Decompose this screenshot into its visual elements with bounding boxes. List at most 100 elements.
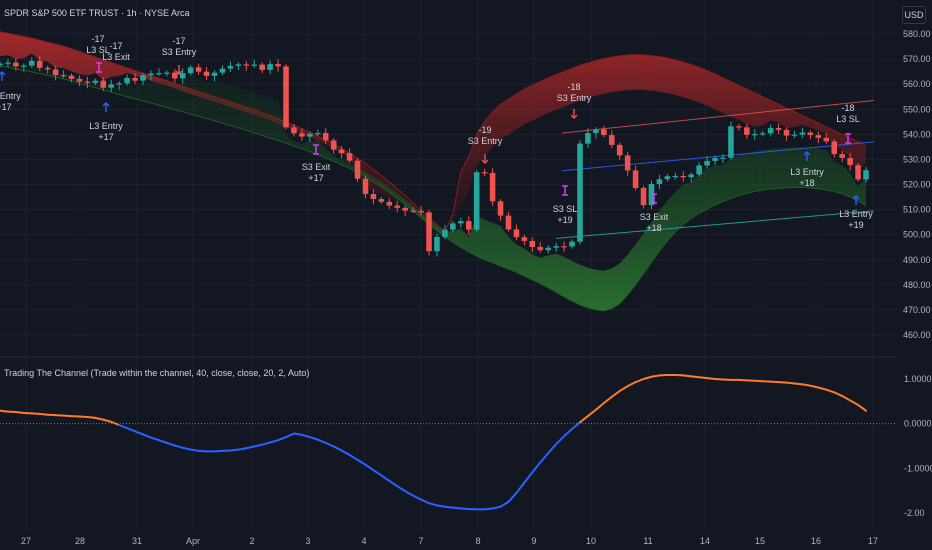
candle-body	[219, 68, 226, 73]
candle-body	[712, 157, 718, 161]
candle-body	[728, 126, 734, 158]
candle-body	[823, 137, 830, 142]
price-tick-label: 460.00	[903, 330, 931, 340]
oscillator-segment	[499, 500, 510, 508]
oscillator-segment	[833, 391, 844, 397]
oscillator-segment	[443, 505, 454, 509]
candle-body	[442, 229, 448, 237]
price-tick-label: 570.00	[903, 54, 931, 64]
candle-body	[307, 133, 313, 137]
oscillator-segment	[173, 444, 184, 449]
oscillator	[0, 373, 896, 511]
oscillator-segment	[388, 479, 399, 488]
oscillator-segment	[857, 403, 867, 412]
candle-body	[251, 64, 258, 66]
time-tick-label: 8	[475, 536, 480, 546]
price-tick-label: 530.00	[903, 154, 931, 164]
candle-body	[291, 127, 297, 134]
oscillator-segment	[578, 415, 589, 424]
time-axis[interactable]: 27 28 31 Apr 2 3 4 7 8 9 10 11 14 15 16 17	[21, 536, 878, 546]
oscillator-segment	[515, 481, 526, 494]
price-tick-label: 560.00	[903, 79, 931, 89]
candle-body	[704, 160, 710, 166]
channel-bands	[0, 31, 867, 312]
oscillator-segment	[420, 498, 431, 505]
oscillator-segment	[618, 385, 629, 393]
signal-label: -19	[478, 125, 491, 135]
oscillator-segment	[253, 443, 264, 448]
signal-label: -17	[91, 34, 104, 44]
arrow-up-head-icon	[0, 71, 6, 76]
candle-body	[100, 80, 107, 88]
oscillator-segment	[491, 505, 502, 510]
oscillator-segment	[682, 374, 693, 378]
oscillator-segment	[602, 395, 613, 405]
candle-body	[608, 135, 615, 145]
signal-label: +17	[0, 102, 12, 112]
candle-body	[855, 165, 861, 180]
time-tick-label: 3	[305, 536, 310, 546]
oscillator-tick-label: -2.00	[904, 508, 925, 518]
candle-body	[44, 67, 51, 70]
candle-body	[235, 64, 242, 66]
candle-body	[434, 236, 440, 252]
signal-label: -18	[841, 103, 854, 113]
candle-body	[21, 65, 27, 67]
oscillator-segment	[0, 409, 9, 413]
candle-body	[458, 221, 464, 224]
candle-body	[529, 240, 536, 247]
currency-button[interactable]: USD	[902, 6, 926, 24]
signal-label: L3 Entry	[839, 209, 873, 219]
candle-body	[116, 83, 122, 85]
signal-label: +17	[308, 173, 323, 183]
candle-body	[521, 237, 528, 241]
time-tick-label: 14	[700, 536, 710, 546]
candle-body	[791, 134, 798, 136]
candle-body	[195, 67, 202, 72]
signal-label: +19	[848, 220, 863, 230]
oscillator-segment	[134, 430, 145, 436]
time-tick-label: 27	[21, 536, 31, 546]
oscillator-segment	[348, 453, 359, 461]
candle-body	[672, 175, 679, 178]
time-tick-label: 2	[249, 536, 254, 546]
candle-body	[720, 157, 726, 159]
oscillator-segment	[404, 490, 415, 497]
oscillator-segment	[189, 448, 200, 452]
oscillator-segment	[292, 432, 303, 436]
candle-body	[68, 75, 75, 79]
time-tick-label: 11	[643, 536, 652, 546]
candle-body	[402, 207, 408, 211]
candle-body	[696, 165, 702, 175]
oscillator-segment	[428, 502, 438, 507]
candle-body	[52, 69, 59, 76]
candle-body	[465, 221, 472, 230]
oscillator-segment	[785, 381, 796, 385]
arrow-up-head-icon	[803, 151, 811, 156]
candle-body	[227, 65, 234, 69]
oscillator-segment	[316, 438, 327, 444]
candle-body	[394, 205, 401, 208]
oscillator-segment	[817, 386, 828, 391]
oscillator-segment	[626, 381, 637, 388]
oscillator-segment	[809, 384, 820, 389]
oscillator-segment	[825, 388, 836, 394]
candle-body	[370, 194, 377, 200]
oscillator-axis[interactable]: 1.0000 0.0000 -1.0000 -2.00	[904, 374, 932, 518]
oscillator-segment	[642, 375, 653, 380]
oscillator-segment	[849, 399, 860, 406]
price-axis[interactable]: 580.00 570.00 560.00 550.00 540.00 530.00 520.…	[903, 29, 931, 340]
candle-body	[330, 140, 337, 150]
oscillator-segment	[586, 408, 597, 418]
candle-body	[132, 77, 138, 81]
candle-body	[28, 60, 35, 66]
price-tick-label: 580.00	[903, 29, 931, 39]
candle-body	[561, 246, 567, 248]
candle-body	[505, 215, 512, 230]
signal-label: -18	[567, 82, 580, 92]
oscillator-segment	[261, 441, 272, 446]
signal-label: S3 Entry	[162, 47, 197, 57]
oscillator-segment	[110, 420, 121, 427]
arrow-down-head-icon	[175, 70, 183, 75]
